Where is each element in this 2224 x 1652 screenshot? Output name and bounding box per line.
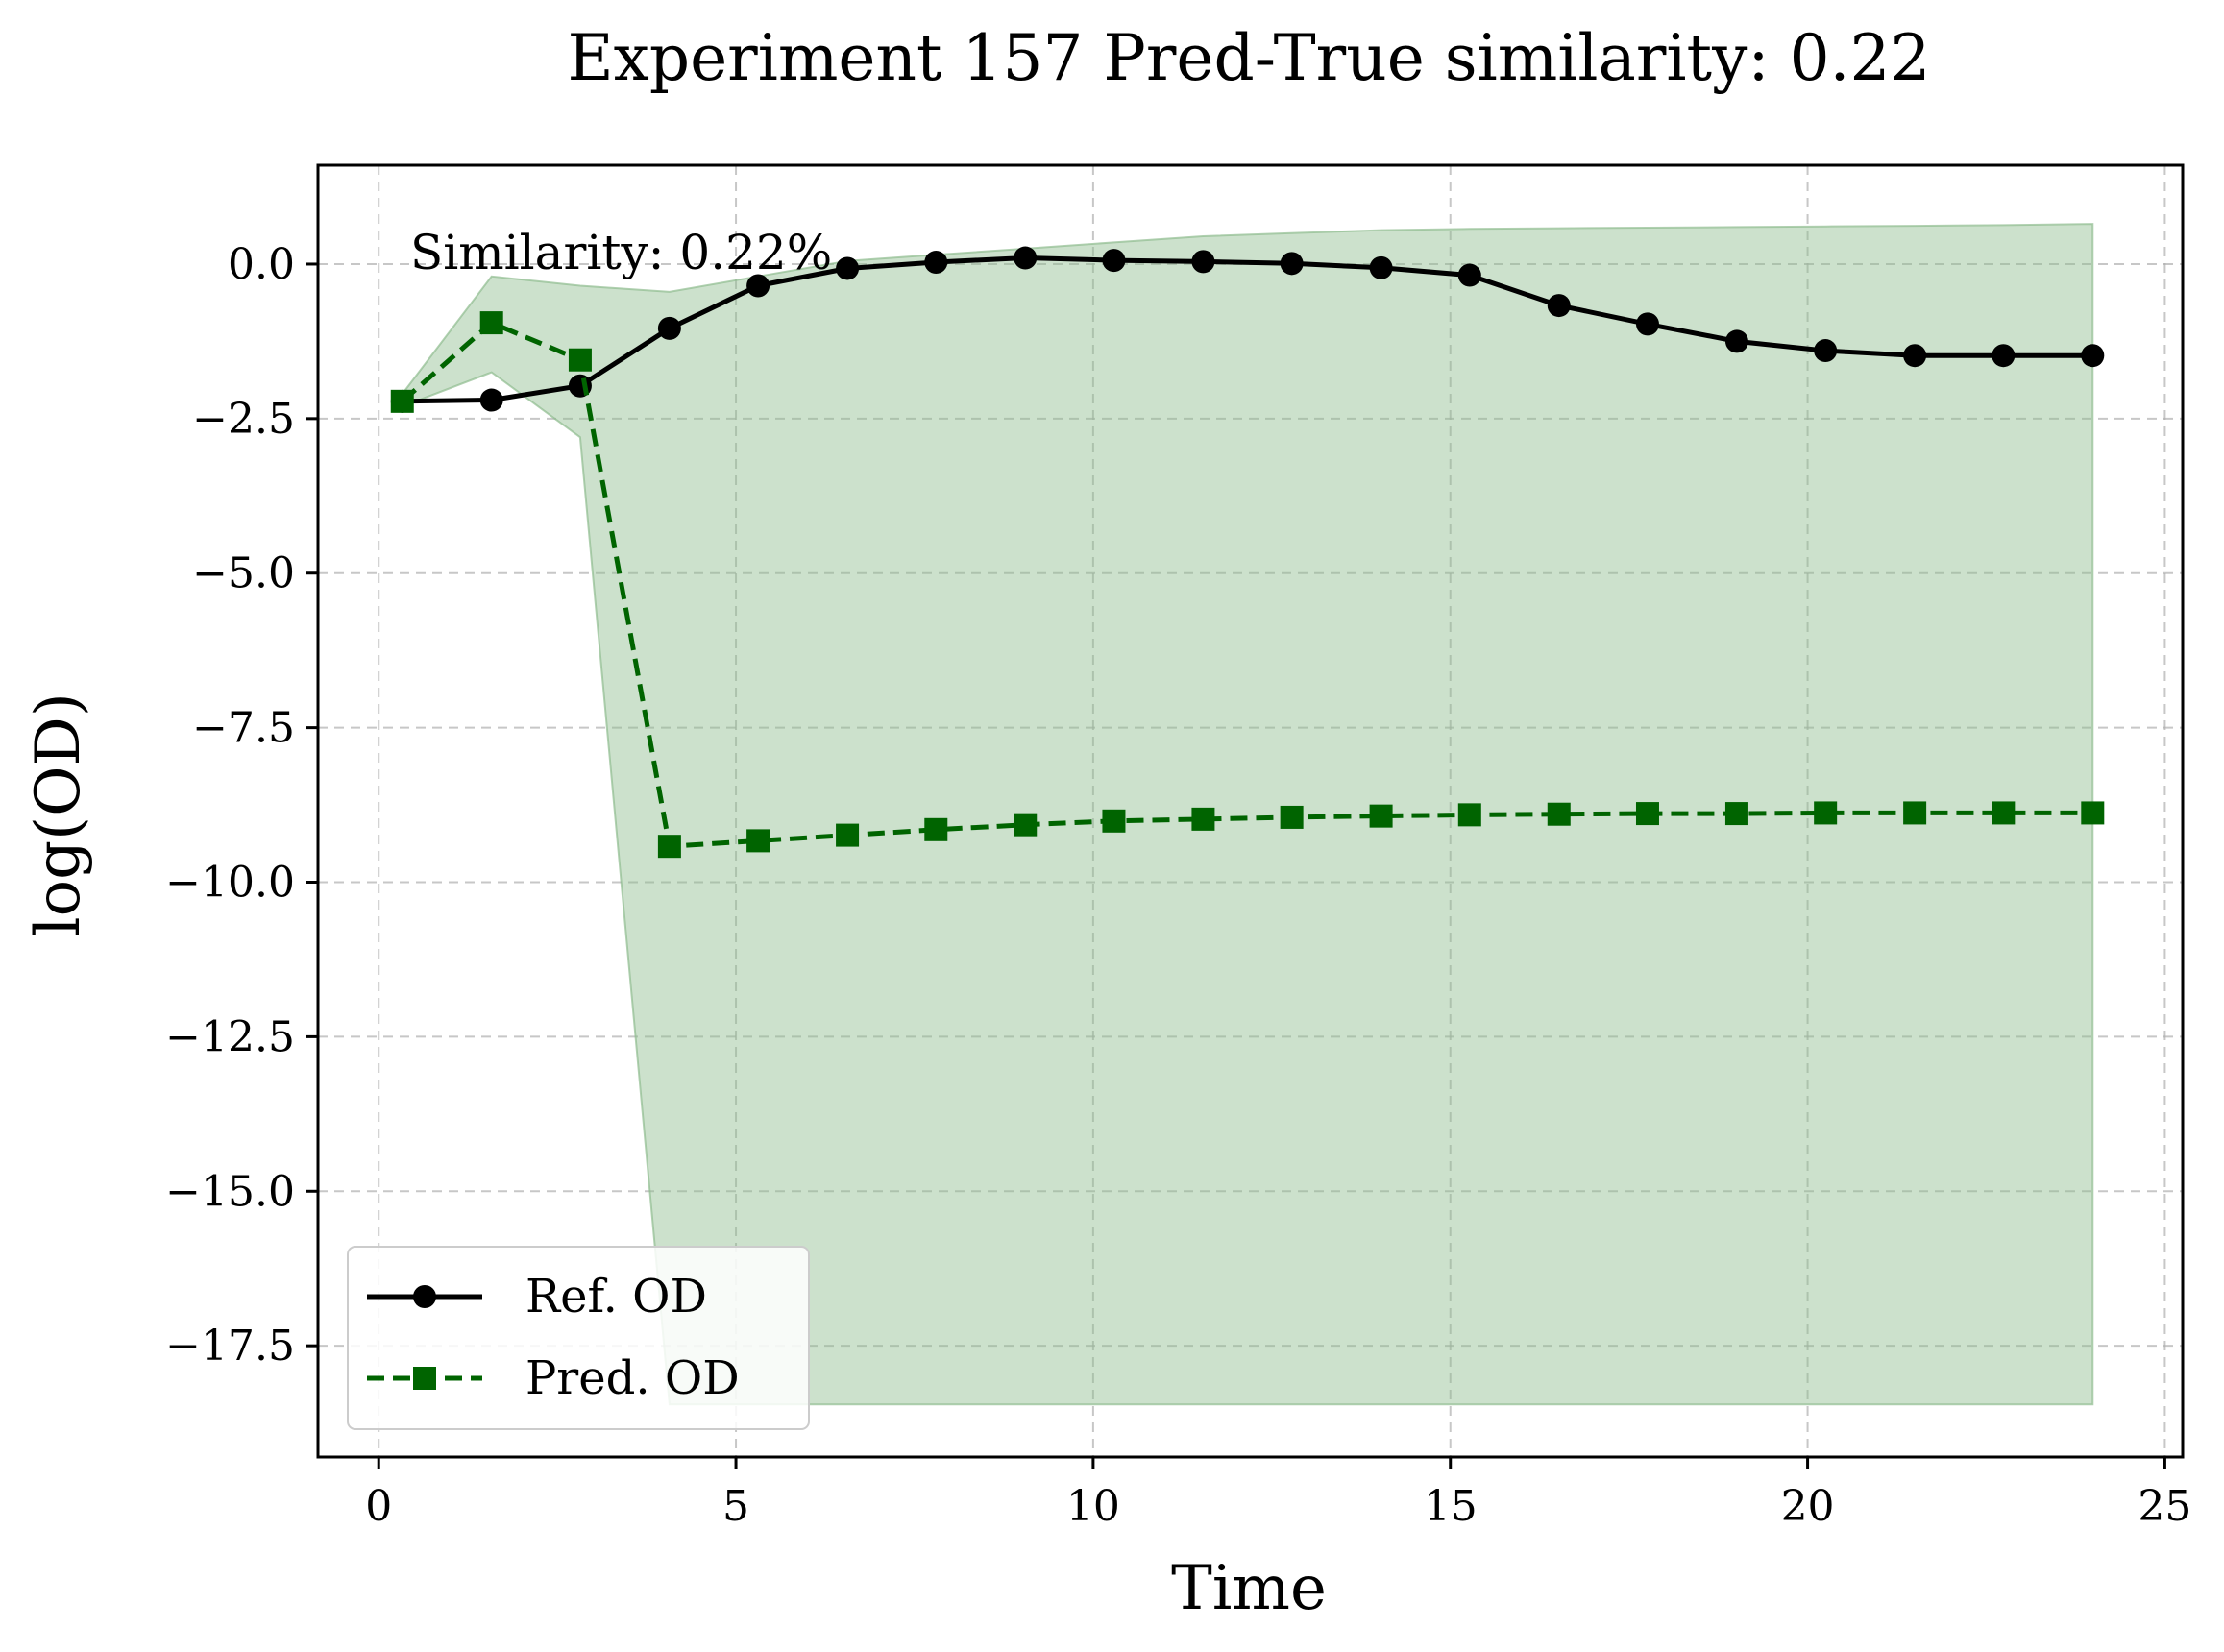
series-layer: [390, 246, 2105, 859]
y-axis-title: log(OD): [23, 692, 94, 936]
x-tick-label: 10: [1066, 1482, 1120, 1531]
pred-od-line: [401, 320, 2093, 849]
ref-od-point: [1814, 339, 1838, 363]
ref-od-point: [1191, 250, 1215, 274]
grid: [318, 165, 2183, 1457]
ref-od-point: [479, 388, 503, 412]
legend-label-ref-od: Ref. OD: [525, 1270, 707, 1324]
plot-area-frame: [316, 163, 2185, 1459]
pred-od-point: [1280, 805, 1304, 829]
legend: Ref. OD Pred. OD: [347, 1246, 810, 1430]
chart-title: Experiment 157 Pred-True similarity: 0.2…: [567, 21, 1930, 95]
y-tick-label: −5.0: [192, 549, 295, 598]
ref-od-point: [1014, 246, 1038, 270]
pred-od-point: [1724, 802, 1748, 826]
ref-od-line: [402, 255, 2093, 404]
y-tick-label: −12.5: [165, 1012, 295, 1061]
y-tick-label: 0.0: [228, 240, 295, 289]
ref-od-point: [1102, 249, 1126, 273]
ref-od-point: [1280, 252, 1304, 276]
y-tick-label: −17.5: [165, 1322, 295, 1371]
pred-od-point: [924, 817, 948, 841]
pred-od-point: [2081, 801, 2105, 825]
pred-od-point: [1635, 802, 1659, 826]
y-tick-label: −2.5: [192, 395, 295, 444]
x-axis-title: Time: [1171, 1553, 1327, 1624]
pred-od-point: [568, 348, 592, 372]
ref-od-point: [657, 316, 681, 340]
ref-od-point: [1635, 312, 1659, 336]
axis-ticks: 0 5 10 15 20 25 0.0 −2.5 −5.0 −7.5 −10.0 −12.5 −15.0…: [165, 240, 2191, 1531]
similarity-annotation: Similarity: 0.22%: [410, 225, 832, 280]
x-tick-label: 5: [722, 1482, 749, 1531]
pred-od-point: [1369, 804, 1393, 828]
pred-od-point: [1814, 801, 1838, 825]
legend-pred-marker: [413, 1367, 436, 1390]
pred-od-point: [657, 835, 681, 859]
ref-od-point: [1457, 263, 1481, 287]
ref-od-point: [2081, 344, 2105, 368]
legend-box: [347, 1246, 810, 1430]
x-tick-label: 0: [365, 1482, 392, 1531]
pred-od-point: [1457, 803, 1481, 827]
pred-od-point: [479, 311, 503, 335]
ref-od-point: [1992, 344, 2016, 368]
pred-od-point: [390, 389, 414, 413]
ref-od-point: [1903, 344, 1927, 368]
x-tick-label: 20: [1781, 1482, 1835, 1531]
ref-od-point: [1547, 294, 1571, 318]
pred-od-point: [1014, 813, 1038, 837]
uncertainty-band-layer: [401, 223, 2094, 1406]
pred-od-point: [1102, 809, 1126, 833]
legend-ref-marker: [413, 1285, 436, 1308]
y-tick-label: −10.0: [165, 859, 295, 908]
pred-od-point: [836, 823, 860, 847]
ref-od-point: [836, 256, 860, 280]
y-tick-label: −15.0: [165, 1167, 295, 1216]
y-tick-label: −7.5: [192, 704, 295, 753]
prediction-range-band: [401, 223, 2094, 1406]
legend-label-pred-od: Pred. OD: [525, 1351, 740, 1405]
x-tick-label: 15: [1424, 1482, 1478, 1531]
ref-od-point: [1724, 329, 1748, 353]
pred-od-point: [1547, 802, 1571, 826]
pred-od-point: [1903, 801, 1927, 825]
pred-od-point: [1191, 807, 1215, 831]
pred-od-point: [1992, 801, 2016, 825]
x-tick-label: 25: [2138, 1482, 2191, 1531]
ref-od-point: [924, 251, 948, 275]
ref-od-point: [1369, 255, 1393, 279]
pred-od-point: [746, 829, 770, 853]
ref-od-point: [746, 274, 770, 298]
